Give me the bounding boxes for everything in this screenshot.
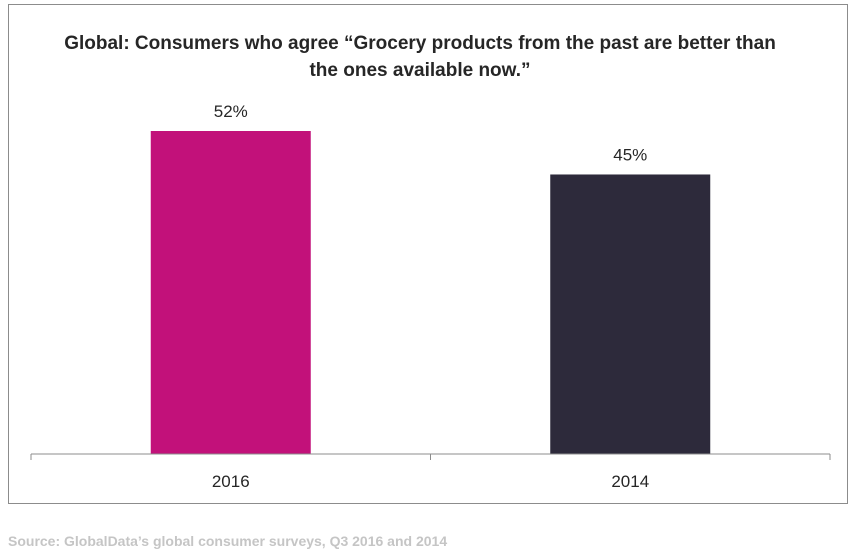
chart-title: Global: Consumers who agree “Grocery pro… — [64, 33, 776, 81]
data-label-2016: 52% — [214, 102, 248, 121]
bar-2014 — [550, 174, 711, 454]
source-note: Source: GlobalData’s global consumer sur… — [8, 533, 448, 549]
x-tick-label-2014: 2014 — [611, 472, 649, 491]
x-tick-label-2016: 2016 — [212, 472, 250, 491]
bar-2016 — [150, 131, 311, 454]
data-label-2014: 45% — [613, 145, 647, 164]
